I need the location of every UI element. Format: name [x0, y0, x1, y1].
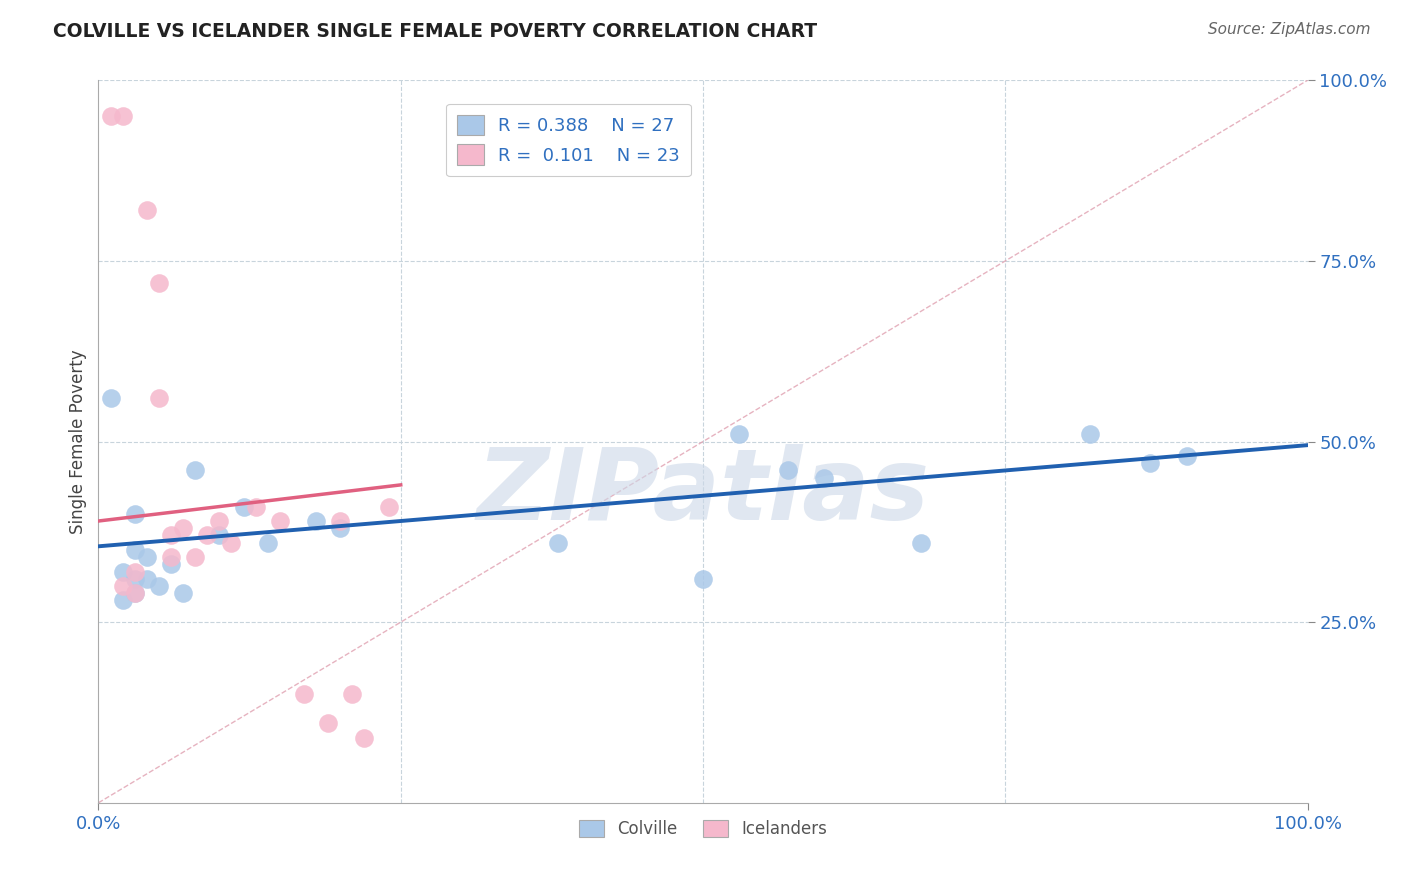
Point	[1078, 427, 1101, 442]
Text: COLVILLE VS ICELANDER SINGLE FEMALE POVERTY CORRELATION CHART: COLVILLE VS ICELANDER SINGLE FEMALE POVE…	[53, 22, 817, 41]
Point	[292, 687, 315, 701]
Point	[245, 500, 267, 514]
Point	[547, 535, 569, 549]
Point	[124, 586, 146, 600]
Point	[195, 528, 218, 542]
Point	[148, 391, 170, 405]
Point	[148, 579, 170, 593]
Point	[184, 463, 207, 477]
Point	[342, 687, 364, 701]
Point	[111, 593, 134, 607]
Text: Source: ZipAtlas.com: Source: ZipAtlas.com	[1208, 22, 1371, 37]
Point	[329, 514, 352, 528]
Point	[111, 110, 134, 124]
Point	[160, 550, 183, 565]
Point	[124, 542, 146, 557]
Point	[135, 203, 157, 218]
Point	[135, 550, 157, 565]
Text: ZIPatlas: ZIPatlas	[477, 443, 929, 541]
Point	[728, 427, 751, 442]
Point	[208, 514, 231, 528]
Point	[160, 558, 183, 572]
Point	[208, 528, 231, 542]
Point	[172, 521, 194, 535]
Point	[111, 579, 134, 593]
Point	[124, 572, 146, 586]
Point	[124, 586, 146, 600]
Point	[111, 565, 134, 579]
Point	[135, 572, 157, 586]
Point	[353, 731, 375, 745]
Point	[329, 521, 352, 535]
Point	[148, 276, 170, 290]
Point	[305, 514, 328, 528]
Point	[221, 535, 243, 549]
Point	[910, 535, 932, 549]
Point	[100, 110, 122, 124]
Point	[172, 586, 194, 600]
Point	[316, 716, 339, 731]
Point	[813, 470, 835, 484]
Y-axis label: Single Female Poverty: Single Female Poverty	[69, 350, 87, 533]
Point	[256, 535, 278, 549]
Legend: Colville, Icelanders: Colville, Icelanders	[572, 814, 834, 845]
Point	[100, 391, 122, 405]
Point	[776, 463, 799, 477]
Point	[184, 550, 207, 565]
Point	[1139, 456, 1161, 470]
Point	[1175, 449, 1198, 463]
Point	[232, 500, 254, 514]
Point	[269, 514, 291, 528]
Point	[124, 507, 146, 521]
Point	[377, 500, 399, 514]
Point	[692, 572, 714, 586]
Point	[124, 565, 146, 579]
Point	[160, 528, 183, 542]
